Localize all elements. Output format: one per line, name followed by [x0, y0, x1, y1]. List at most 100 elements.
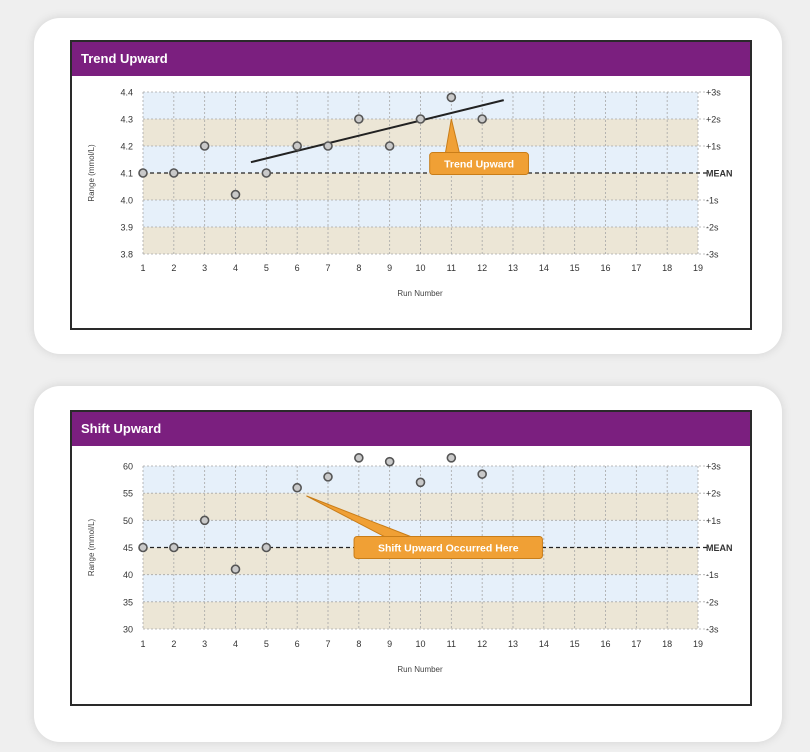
shift-upward-card: Shift Upward 30 -3s 3 5 -2s 40 -1s 45 MEAN 50 +1s 5… — [34, 386, 782, 742]
y-tick-label: 50 — [123, 516, 133, 526]
x-tick-label: 3 — [202, 263, 207, 273]
data-point — [446, 453, 457, 463]
x-tick-label: 16 — [600, 263, 610, 273]
y-tick-label: 60 — [123, 462, 133, 472]
y-axis-label: Range (mmol/L) — [87, 518, 96, 576]
x-tick-label: 9 — [387, 639, 392, 649]
y-tick-label: 4.4 — [120, 88, 133, 98]
sd-label: +1s — [706, 516, 721, 526]
x-tick-label: 5 — [264, 639, 269, 649]
x-tick-label: 14 — [539, 263, 549, 273]
data-point — [292, 482, 302, 493]
x-tick-label: 11 — [447, 639, 456, 649]
y-tick-label: 40 — [123, 570, 133, 580]
x-tick-label: 8 — [356, 263, 361, 273]
data-point — [354, 453, 364, 463]
x-tick-label: 7 — [325, 263, 330, 273]
data-point — [138, 542, 148, 553]
x-tick-label: 4 — [233, 263, 238, 273]
sd-label: -1s — [706, 570, 719, 580]
sd-label: -3s — [706, 625, 719, 635]
data-point — [354, 114, 364, 124]
data-point — [292, 141, 302, 151]
trend-upward-card: Trend Upward 3.8 -3s 3.9 -2s 4.0 -1s 4.1 MEAN 4.… — [34, 18, 782, 354]
y-tick-label: 4.3 — [120, 115, 133, 125]
data-point — [446, 92, 457, 103]
data-point — [384, 141, 395, 151]
x-tick-label: 11 — [447, 263, 456, 273]
sd-label: MEAN — [706, 543, 733, 553]
y-tick-label: 3.8 — [120, 250, 133, 260]
data-point — [384, 456, 395, 467]
x-tick-label: 7 — [325, 639, 330, 649]
data-point — [230, 564, 241, 575]
data-point — [169, 542, 179, 553]
data-point — [323, 472, 333, 482]
data-point — [169, 168, 179, 178]
x-tick-label: 2 — [171, 263, 176, 273]
x-tick-label: 3 — [202, 639, 207, 649]
y-tick-label: 55 — [123, 489, 133, 499]
x-tick-label: 19 — [693, 639, 703, 649]
y-tick-label: 4.0 — [120, 196, 133, 206]
x-tick-label: 2 — [171, 639, 176, 649]
data-point — [415, 477, 426, 488]
data-point — [477, 469, 487, 479]
x-tick-label: 13 — [508, 639, 518, 649]
y-tick-label: 4.2 — [120, 142, 133, 152]
sd-label: -1s — [706, 196, 719, 206]
callout-box — [429, 152, 529, 176]
sd-label: +3s — [706, 462, 721, 472]
sd-label: -2s — [706, 223, 719, 233]
x-tick-label: 13 — [508, 263, 518, 273]
y-axis-label: Range (mmol/L) — [87, 144, 96, 202]
data-point — [323, 141, 333, 151]
sd-label: -2s — [706, 597, 719, 607]
data-point — [261, 168, 272, 178]
trend-upward-panel: Trend Upward 3.8 -3s 3.9 -2s 4.0 -1s 4.1 MEAN 4.… — [70, 40, 752, 330]
x-tick-label: 8 — [356, 639, 361, 649]
sd-label: +2s — [706, 115, 721, 125]
callout-box — [353, 536, 543, 559]
x-tick-label: 19 — [693, 263, 703, 273]
x-tick-label: 18 — [662, 263, 672, 273]
x-tick-label: 9 — [387, 263, 392, 273]
x-axis-label: Run Number — [397, 665, 443, 674]
data-point — [415, 114, 426, 124]
data-point — [138, 168, 148, 178]
sd-label: MEAN — [706, 169, 733, 179]
x-tick-label: 6 — [295, 639, 300, 649]
x-tick-label: 1 — [140, 639, 145, 649]
data-point — [199, 515, 210, 526]
callout-text: Shift Upward Occurred Here — [378, 543, 519, 555]
x-tick-label: 6 — [295, 263, 300, 273]
data-point — [230, 189, 241, 200]
x-tick-label: 12 — [477, 263, 487, 273]
x-tick-label: 10 — [415, 263, 425, 273]
y-tick-label: 45 — [123, 543, 133, 553]
y-tick-label: 3.9 — [120, 223, 133, 233]
x-tick-label: 16 — [600, 639, 610, 649]
sd-label: +2s — [706, 489, 721, 499]
y-tick-label: 4.1 — [120, 169, 133, 179]
x-tick-label: 14 — [539, 639, 549, 649]
x-tick-label: 17 — [631, 263, 641, 273]
y-tick-label: 30 — [123, 625, 133, 635]
trend-upward-chart: 3.8 -3s 3.9 -2s 4.0 -1s 4.1 MEAN 4.2 +1s 4.3 +2s 4.4… — [87, 88, 733, 299]
x-tick-label: 10 — [415, 639, 425, 649]
x-tick-label: 1 — [140, 263, 145, 273]
trend-upward-title: Trend Upward — [72, 42, 750, 76]
x-tick-label: 18 — [662, 639, 672, 649]
shift-upward-title: Shift Upward — [72, 412, 750, 446]
data-point — [261, 542, 272, 553]
x-tick-label: 4 — [233, 639, 238, 649]
trend-line — [250, 99, 504, 164]
x-tick-label: 12 — [477, 639, 487, 649]
data-point — [199, 141, 210, 151]
x-tick-label: 15 — [570, 639, 580, 649]
sd-label: -3s — [706, 250, 719, 260]
data-point — [477, 114, 487, 124]
x-tick-label: 17 — [631, 639, 641, 649]
callout-text: Trend Upward — [444, 159, 514, 171]
